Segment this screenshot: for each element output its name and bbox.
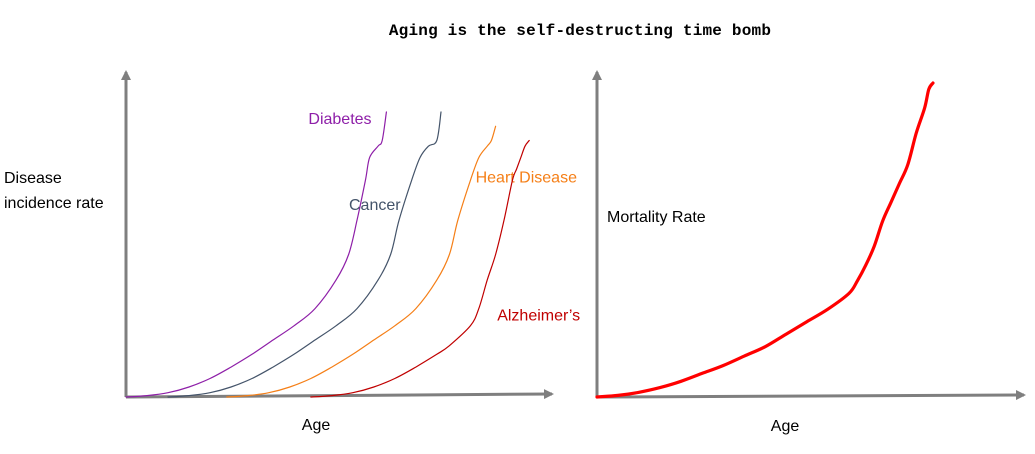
disease-xlabel: Age xyxy=(302,417,331,434)
series-label-diabetes: Diabetes xyxy=(308,111,371,128)
series-line-diabetes xyxy=(125,111,387,398)
series-line-heart-disease xyxy=(226,125,497,398)
series-line-alzheimer-s xyxy=(310,139,530,398)
series-label-cancer: Cancer xyxy=(349,197,401,214)
series-line-cancer xyxy=(167,111,442,398)
disease-series-group: Diabetes Cancer Heart Disease Alzheimer’s xyxy=(125,111,580,398)
mortality-x-axis xyxy=(596,390,1026,401)
series-label-alzheimer-s: Alzheimer’s xyxy=(497,308,580,325)
mortality-ylabel: Mortality Rate xyxy=(607,209,706,226)
disease-ylabel-line-2: incidence rate xyxy=(4,195,104,212)
disease-chart: Disease incidence rate Age Diabetes Cance… xyxy=(4,70,580,434)
mortality-chart: Mortality Rate Age xyxy=(592,70,1026,435)
slide-title: Aging is the self-destructing time bomb xyxy=(388,22,772,40)
mortality-xlabel: Age xyxy=(771,418,800,435)
disease-ylabel-line-1: Disease xyxy=(4,170,62,187)
series-line-mortality xyxy=(595,81,935,399)
disease-x-axis xyxy=(125,389,554,400)
series-label-heart-disease: Heart Disease xyxy=(476,169,577,186)
mortality-series-group xyxy=(595,81,935,399)
